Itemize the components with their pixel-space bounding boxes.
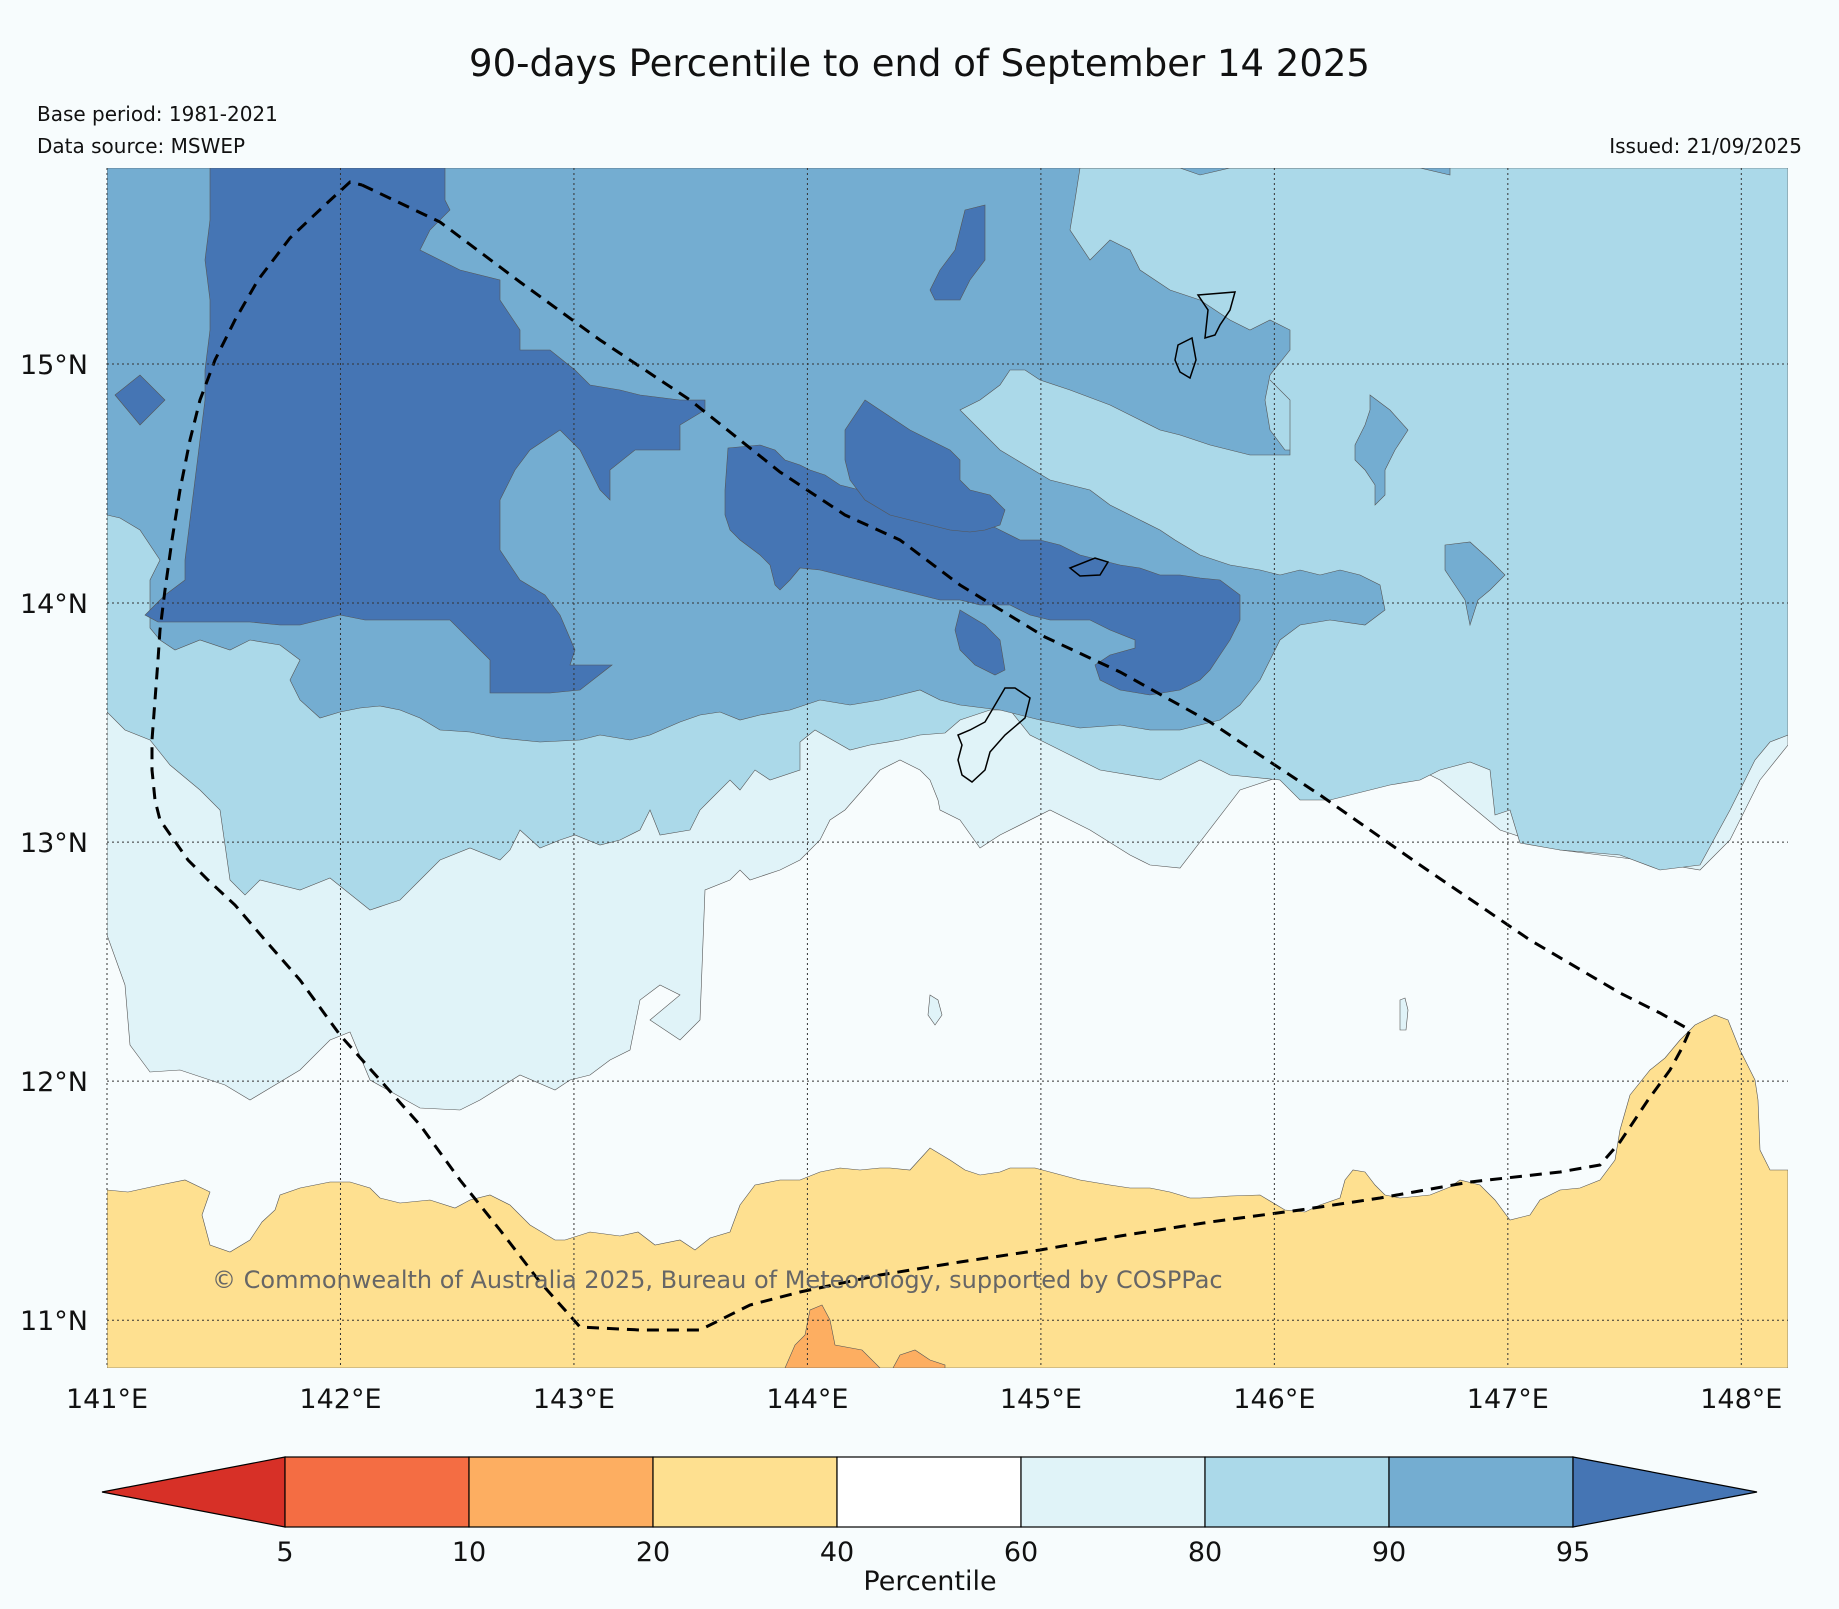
band-10-20: [892, 1349, 946, 1368]
colorbar-segment: [652, 1456, 838, 1528]
colorbar-segment: [284, 1456, 470, 1528]
band-95-plus: [844, 399, 1006, 533]
lat-tick-labels: 11°N 12°N 13°N 14°N 15°N: [20, 350, 88, 1337]
contour-layers: [107, 168, 1788, 1368]
map-title: 90-days Percentile to end of September 1…: [469, 42, 1370, 85]
lon-tick-label: 147°E: [1467, 1384, 1549, 1415]
colorbar-segment: [1020, 1456, 1206, 1528]
lon-tick-label: 141°E: [66, 1384, 148, 1415]
colorbar-segment: [1204, 1456, 1390, 1528]
colorbar-segment: [1388, 1456, 1574, 1528]
island-outline: [957, 687, 1031, 783]
lat-tick-label: 15°N: [20, 350, 88, 381]
colorbar-label: Percentile: [863, 1566, 996, 1597]
colorbar-extend-low: [101, 1456, 286, 1528]
lon-tick-label: 142°E: [299, 1384, 381, 1415]
colorbar-tick-label: 5: [276, 1537, 293, 1568]
colorbar-tick-label: 95: [1556, 1537, 1590, 1568]
colorbar-tick-label: 90: [1372, 1537, 1406, 1568]
lon-tick-label: 148°E: [1700, 1384, 1782, 1415]
colorbar-tick-label: 80: [1188, 1537, 1222, 1568]
band-90-95: [1444, 541, 1506, 627]
issued-date: Issued: 21/09/2025: [1609, 134, 1802, 158]
copyright-text: © Commonwealth of Australia 2025, Bureau…: [212, 1266, 1223, 1294]
data-source: Data source: MSWEP: [37, 134, 246, 158]
band-90-95: [1354, 394, 1409, 506]
band-95-plus: [929, 204, 986, 301]
colorbar: 5 10 20 40 60 80 90 95: [101, 1456, 1758, 1568]
colorbar-segment: [836, 1456, 1022, 1528]
colorbar-segment: [468, 1456, 654, 1528]
band-10-20: [784, 1304, 881, 1368]
lat-gridlines: [107, 363, 1788, 1321]
eez-boundary: [150, 180, 1692, 1332]
colorbar-tick-label: 40: [820, 1537, 854, 1568]
colorbar-extend-high: [1572, 1456, 1758, 1528]
lat-tick-label: 14°N: [20, 589, 88, 620]
lon-tick-label: 143°E: [533, 1384, 615, 1415]
band-95-plus: [954, 609, 1006, 676]
lat-tick-label: 13°N: [20, 828, 88, 859]
band-60-80: [1399, 997, 1409, 1031]
lon-tick-label: 145°E: [1000, 1384, 1082, 1415]
island-outline: [1174, 336, 1197, 380]
band-60-80: [927, 994, 943, 1026]
band-20-40: [107, 1014, 1788, 1368]
island-outline: [1068, 557, 1110, 577]
colorbar-tick-label: 20: [636, 1537, 670, 1568]
lon-gridlines: [106, 168, 1742, 1368]
base-period: Base period: 1981-2021: [37, 102, 278, 126]
lat-tick-label: 11°N: [20, 1306, 88, 1337]
lat-tick-label: 12°N: [20, 1067, 88, 1098]
colorbar-tick-label: 10: [452, 1537, 486, 1568]
lon-tick-label: 146°E: [1233, 1384, 1315, 1415]
lon-tick-labels: 141°E 142°E 143°E 144°E 145°E 146°E 147°E 148°E: [66, 1384, 1782, 1415]
colorbar-tick-label: 60: [1004, 1537, 1038, 1568]
lon-tick-label: 144°E: [766, 1384, 848, 1415]
island-outline: [1196, 291, 1237, 340]
band-95-plus: [114, 374, 166, 426]
